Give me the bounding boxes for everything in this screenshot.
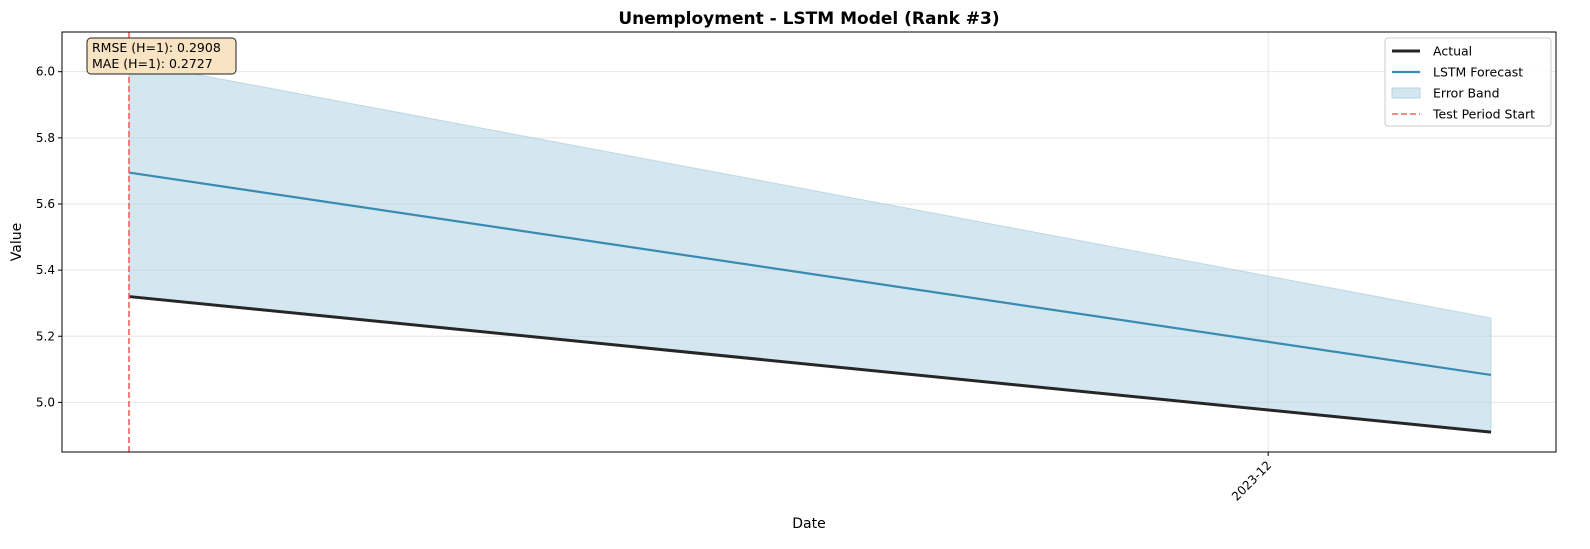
legend-label: Actual [1433,44,1472,59]
annotation-line: RMSE (H=1): 0.2908 [92,40,221,55]
annotation-box [86,37,237,75]
series-layer [128,171,1492,434]
legend-label: LSTM Forecast [1433,65,1523,80]
annotation-line: MAE (H=1): 0.2727 [92,56,213,71]
y-tick-label: 5.6 [36,197,55,211]
series-line-lstm-forecast [128,171,1492,377]
y-axis-ticks: 5.0 5.2 5.4 5.6 5.8 6.0 [36,65,62,409]
y-tick-label: 5.0 [36,395,55,409]
plot-frame [61,31,1557,453]
y-tick-label: 5.8 [36,131,55,145]
y-tick-label: 5.2 [36,329,55,343]
y-axis-label: Value [9,223,25,261]
legend-label: Error Band [1433,86,1500,101]
legend-swatch [1391,87,1421,99]
x-axis-label: Date [792,516,825,532]
legend-label: Test Period Start [1432,107,1535,122]
y-tick-label: 5.4 [36,263,55,277]
y-tick-label: 6.0 [36,65,55,79]
series-line-actual [128,295,1492,434]
legend-frame [1384,37,1552,127]
legend: Actual LSTM Forecast Error Band Test Period… [1384,37,1552,127]
chart-title: Unemployment - LSTM Model (Rank #3) [618,9,999,29]
